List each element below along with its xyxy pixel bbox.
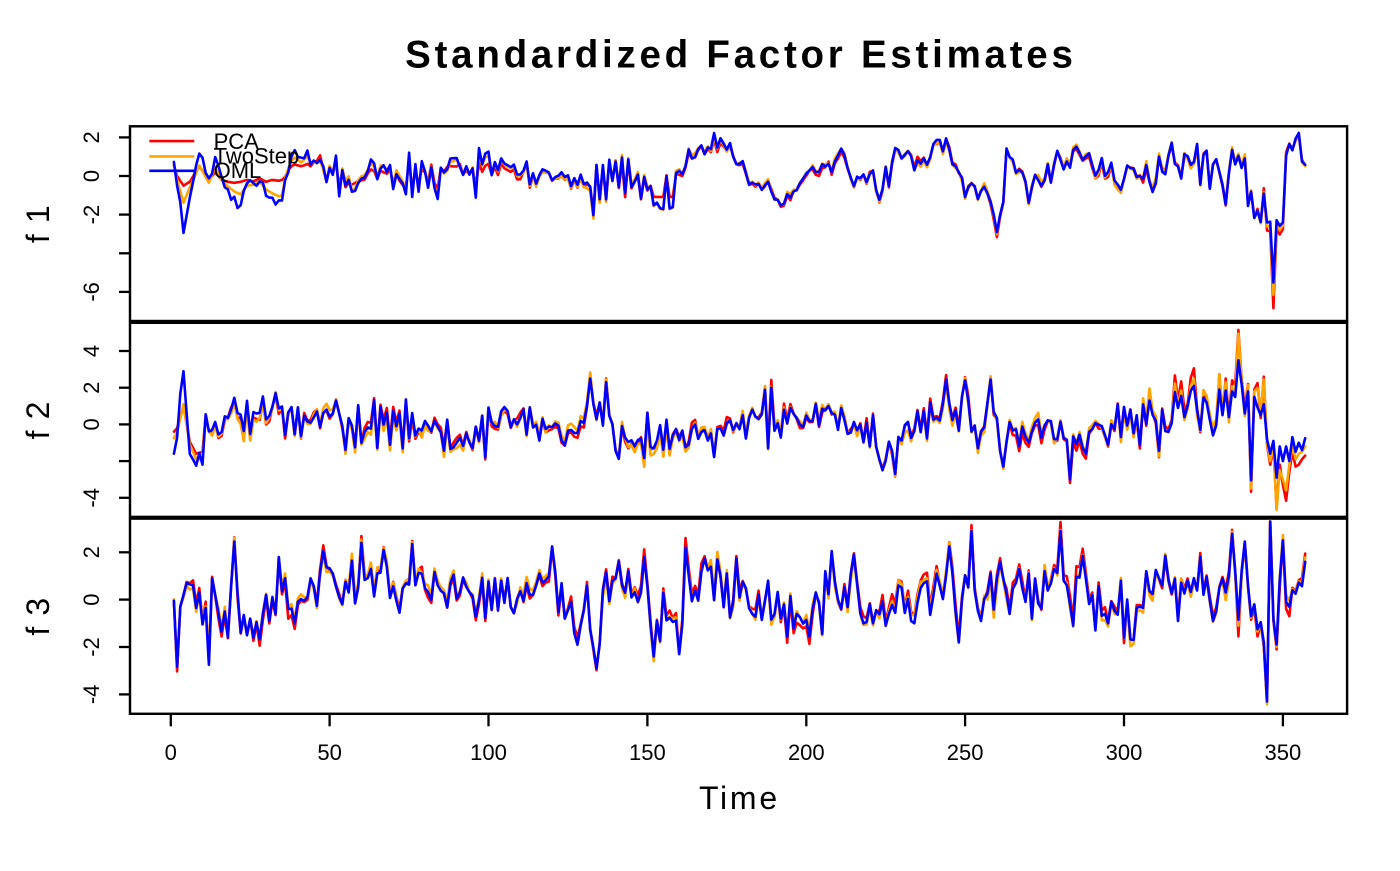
svg-text:2: 2	[79, 131, 104, 143]
svg-text:2: 2	[79, 382, 104, 394]
svg-text:Standardized Factor Estimates: Standardized Factor Estimates	[405, 34, 1076, 77]
svg-text:QML: QML	[214, 158, 262, 183]
svg-text:-2: -2	[79, 637, 104, 657]
svg-text:200: 200	[788, 740, 825, 765]
svg-text:100: 100	[470, 740, 507, 765]
svg-text:0: 0	[165, 740, 177, 765]
svg-text:0: 0	[79, 593, 104, 605]
svg-text:150: 150	[629, 740, 666, 765]
svg-text:350: 350	[1265, 740, 1302, 765]
svg-text:250: 250	[947, 740, 984, 765]
svg-text:Time: Time	[699, 780, 780, 816]
svg-text:0: 0	[79, 170, 104, 182]
svg-text:-6: -6	[79, 282, 104, 302]
svg-text:50: 50	[317, 740, 341, 765]
svg-text:-4: -4	[79, 488, 104, 508]
svg-text:-4: -4	[79, 685, 104, 705]
svg-text:f 3: f 3	[20, 597, 56, 636]
svg-text:300: 300	[1106, 740, 1143, 765]
svg-text:2: 2	[79, 546, 104, 558]
svg-text:TwoStep: TwoStep	[214, 144, 300, 169]
svg-text:4: 4	[79, 345, 104, 357]
svg-text:f 2: f 2	[20, 400, 56, 439]
svg-text:PCA: PCA	[214, 129, 260, 154]
svg-text:f 1: f 1	[20, 204, 56, 243]
svg-text:-2: -2	[79, 205, 104, 225]
svg-text:0: 0	[79, 418, 104, 430]
